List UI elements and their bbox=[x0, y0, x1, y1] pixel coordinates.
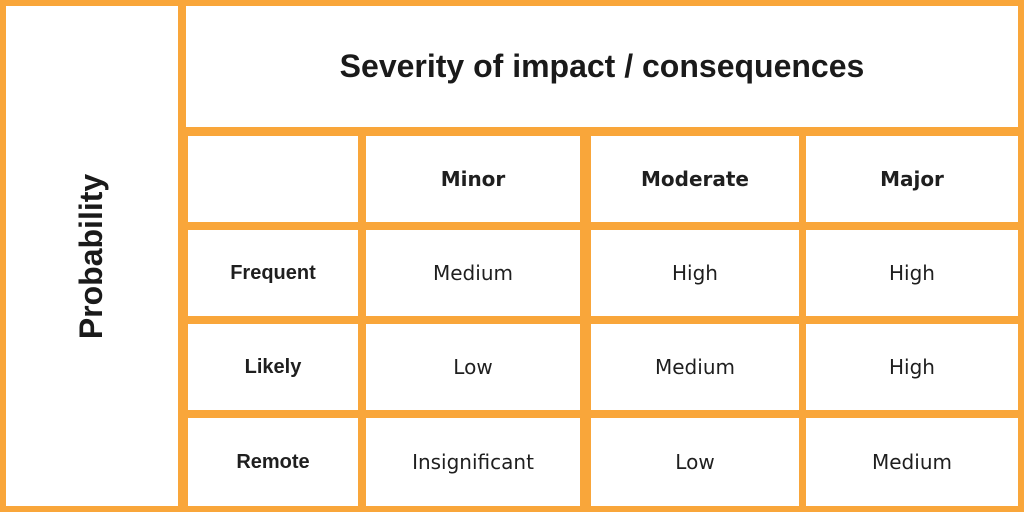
column-header-moderate: Moderate bbox=[585, 130, 805, 228]
probability-axis-label: Probability bbox=[73, 173, 110, 339]
matrix-cell: High bbox=[585, 224, 805, 322]
row-header-frequent: Frequent bbox=[182, 224, 364, 322]
row-header-label: Frequent bbox=[230, 261, 316, 284]
risk-level: Medium bbox=[433, 261, 513, 285]
matrix-cell: Medium bbox=[800, 412, 1024, 512]
matrix-cell: High bbox=[800, 318, 1024, 416]
probability-axis-panel: Probability bbox=[0, 0, 184, 512]
column-header-label: Minor bbox=[440, 167, 506, 191]
risk-level: High bbox=[672, 261, 718, 285]
risk-level: High bbox=[889, 355, 935, 379]
risk-level: High bbox=[889, 261, 935, 285]
row-header-label: Likely bbox=[244, 355, 302, 378]
corner-empty-cell bbox=[182, 130, 364, 228]
row-header-label: Remote bbox=[236, 450, 310, 473]
risk-level: Low bbox=[453, 355, 493, 379]
risk-level: Medium bbox=[655, 355, 735, 379]
matrix-cell: Insignificant bbox=[360, 412, 586, 512]
severity-header-panel: Severity of impact / consequences bbox=[180, 0, 1024, 133]
column-header-minor: Minor bbox=[360, 130, 586, 228]
matrix-cell: Low bbox=[585, 412, 805, 512]
row-header-likely: Likely bbox=[182, 318, 364, 416]
matrix-cell: Medium bbox=[585, 318, 805, 416]
column-header-label: Major bbox=[880, 167, 944, 191]
column-header-label: Moderate bbox=[640, 167, 749, 191]
matrix-cell: Low bbox=[360, 318, 586, 416]
risk-level: Low bbox=[675, 450, 715, 474]
severity-title: Severity of impact / consequences bbox=[339, 48, 865, 84]
matrix-cell: High bbox=[800, 224, 1024, 322]
column-header-major: Major bbox=[800, 130, 1024, 228]
risk-level: Insignificant bbox=[412, 450, 534, 474]
matrix-cell: Medium bbox=[360, 224, 586, 322]
risk-level: Medium bbox=[872, 450, 952, 474]
row-header-remote: Remote bbox=[182, 412, 364, 512]
